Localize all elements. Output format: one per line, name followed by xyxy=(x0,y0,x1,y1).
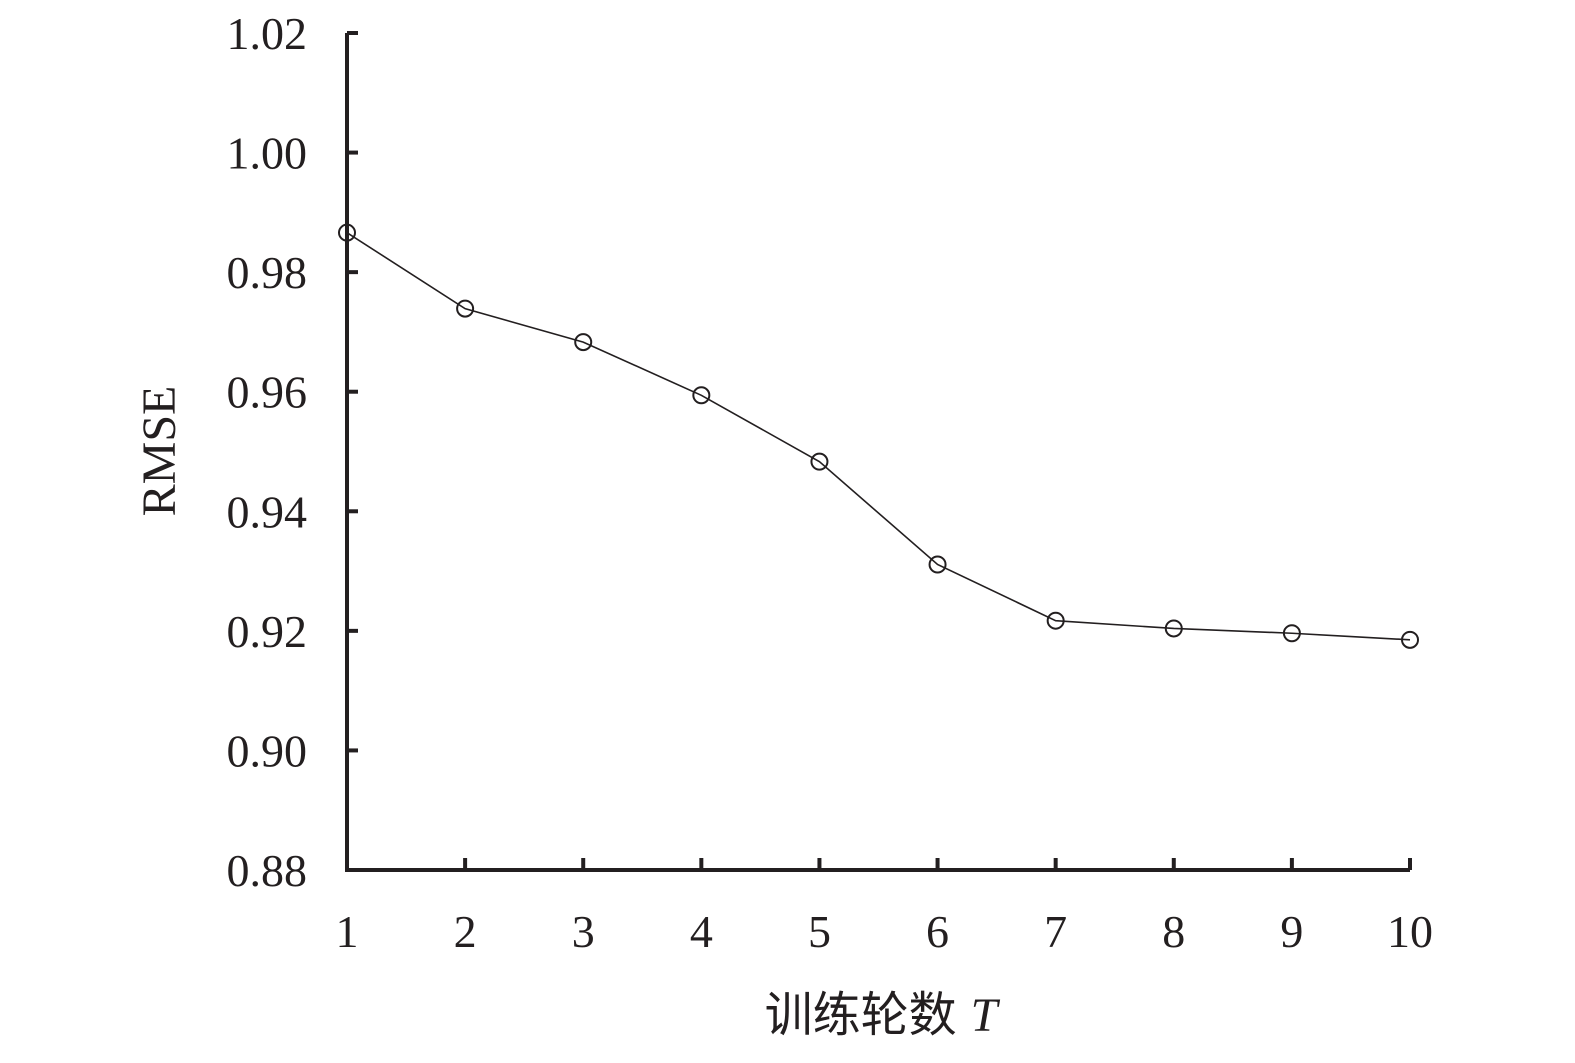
y-tick-label: 0.92 xyxy=(227,606,308,657)
axes-frame xyxy=(345,33,1410,872)
data-point xyxy=(1046,611,1065,630)
x-tick-label: 6 xyxy=(926,906,949,957)
data-point xyxy=(456,299,475,318)
x-tick-label: 7 xyxy=(1044,906,1067,957)
x-axis-title: 训练轮数 T xyxy=(765,989,1001,1042)
x-tick-label: 9 xyxy=(1280,906,1303,957)
x-tick-label: 4 xyxy=(690,906,713,957)
plot-area: 0.88 0.90 0.92 0.94 0.96 0.98 1.00 1.02 1 2 3 4 5 6 7… xyxy=(227,8,1434,957)
data-point xyxy=(1401,630,1419,649)
x-axis-title-text: 训练轮数 xyxy=(765,989,957,1042)
series-line xyxy=(346,232,1411,641)
x-tick-label: 8 xyxy=(1162,906,1185,957)
x-axis-title-variable: T xyxy=(971,989,1001,1042)
x-tick-label: 3 xyxy=(572,906,595,957)
x-tick-label: 5 xyxy=(808,906,831,957)
data-point xyxy=(810,452,829,471)
y-tick-label: 1.00 xyxy=(227,128,308,179)
x-tick-label: 2 xyxy=(454,906,477,957)
series-markers xyxy=(338,223,1419,649)
data-point xyxy=(1282,624,1301,643)
x-tick-label: 1 xyxy=(336,906,359,957)
y-tick-label: 0.90 xyxy=(227,725,308,776)
y-axis-title: RMSE xyxy=(133,386,186,517)
x-axis-ticks: 1 2 3 4 5 6 7 8 9 10 xyxy=(336,858,1433,957)
y-tick-label: 0.98 xyxy=(227,247,308,298)
y-tick-label: 0.96 xyxy=(227,367,308,418)
y-tick-label: 0.88 xyxy=(227,845,308,896)
data-point xyxy=(692,386,711,405)
data-point xyxy=(1164,619,1183,638)
y-tick-label: 0.94 xyxy=(227,486,308,537)
x-tick-label: 10 xyxy=(1387,906,1433,957)
y-axis-ticks: 0.88 0.90 0.92 0.94 0.96 0.98 1.00 1.02 xyxy=(227,8,358,896)
data-point xyxy=(928,555,947,574)
y-tick-label: 1.02 xyxy=(227,8,308,59)
data-point xyxy=(574,333,593,352)
data-point xyxy=(338,223,356,242)
